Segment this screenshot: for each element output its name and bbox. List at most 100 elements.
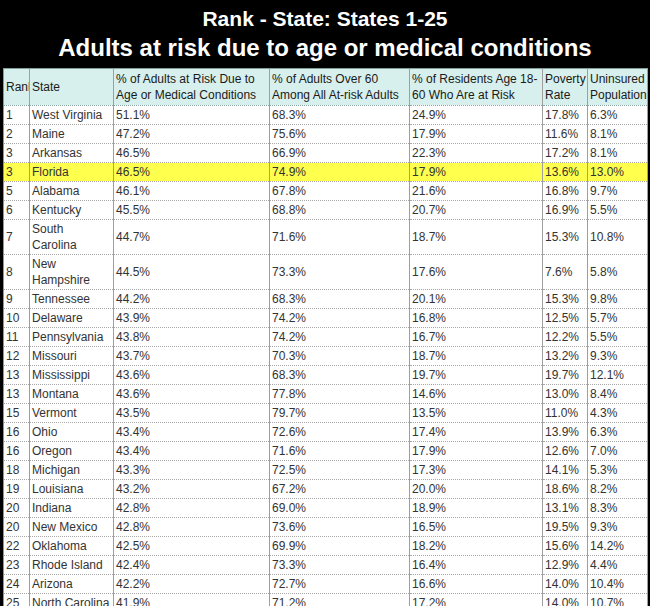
at-risk-cell: 43.9% [114,309,270,328]
state-cell: New Hampshire [30,255,114,290]
age-18-60-cell: 18.9% [410,499,543,518]
rank-cell: 2 [4,125,30,144]
over-60-cell: 71.6% [270,220,410,255]
table-row: 13Mississippi43.6%68.3%19.7%19.7%12.1% [4,366,648,385]
uninsured-cell: 5.5% [588,328,648,347]
over-60-cell: 79.7% [270,404,410,423]
table-row: 13Montana43.6%77.8%14.6%13.0%8.4% [4,385,648,404]
at-risk-cell: 51.1% [114,106,270,125]
uninsured-cell: 9.3% [588,518,648,537]
state-cell: Oregon [30,442,114,461]
state-cell: Louisiana [30,480,114,499]
at-risk-cell: 42.4% [114,556,270,575]
rank-cell: 18 [4,461,30,480]
over-60-cell: 71.6% [270,442,410,461]
uninsured-cell: 4.3% [588,404,648,423]
uninsured-cell: 8.4% [588,385,648,404]
table-row: 10Delaware43.9%74.2%16.8%12.5%5.7% [4,309,648,328]
age-18-60-cell: 16.7% [410,328,543,347]
at-risk-cell: 44.5% [114,255,270,290]
age-18-60-cell: 14.6% [410,385,543,404]
poverty-cell: 14.0% [543,594,588,606]
state-cell: Arkansas [30,144,114,163]
age-18-60-cell: 17.3% [410,461,543,480]
at-risk-cell: 44.7% [114,220,270,255]
rank-cell: 22 [4,537,30,556]
over-60-cell: 68.3% [270,106,410,125]
state-cell: Montana [30,385,114,404]
state-cell: Kentucky [30,201,114,220]
age-18-60-cell: 20.1% [410,290,543,309]
poverty-cell: 12.6% [543,442,588,461]
uninsured-cell: 8.1% [588,125,648,144]
at-risk-cell: 43.4% [114,442,270,461]
uninsured-cell: 8.2% [588,480,648,499]
at-risk-cell: 42.5% [114,537,270,556]
column-header: Poverty Rate [543,69,588,106]
table-row: 6Kentucky45.5%68.8%20.7%16.9%5.5% [4,201,648,220]
table-row: 5Alabama46.1%67.8%21.6%16.8%9.7% [4,182,648,201]
rank-cell: 13 [4,385,30,404]
state-cell: South Carolina [30,220,114,255]
over-60-cell: 68.8% [270,201,410,220]
age-18-60-cell: 18.7% [410,347,543,366]
at-risk-cell: 46.5% [114,163,270,182]
over-60-cell: 74.9% [270,163,410,182]
rank-cell: 10 [4,309,30,328]
at-risk-cell: 46.5% [114,144,270,163]
poverty-cell: 15.6% [543,537,588,556]
age-18-60-cell: 20.7% [410,201,543,220]
state-cell: Delaware [30,309,114,328]
table-sheet: RankState% of Adults at Risk Due to Age … [3,68,647,606]
uninsured-cell: 8.1% [588,144,648,163]
age-18-60-cell: 17.4% [410,423,543,442]
age-18-60-cell: 18.2% [410,537,543,556]
table-row: 12Missouri43.7%70.3%18.7%13.2%9.3% [4,347,648,366]
table-body: 1West Virginia51.1%68.3%24.9%17.8%6.3%2M… [4,106,648,606]
state-cell: Alabama [30,182,114,201]
poverty-cell: 12.9% [543,556,588,575]
poverty-cell: 17.2% [543,144,588,163]
at-risk-cell: 42.8% [114,518,270,537]
uninsured-cell: 9.8% [588,290,648,309]
poverty-cell: 7.6% [543,255,588,290]
rank-cell: 5 [4,182,30,201]
state-cell: Missouri [30,347,114,366]
rank-cell: 13 [4,366,30,385]
rank-cell: 24 [4,575,30,594]
over-60-cell: 72.5% [270,461,410,480]
table-row: 11Pennsylvania43.8%74.2%16.7%12.2%5.5% [4,328,648,347]
over-60-cell: 73.6% [270,518,410,537]
header-row: RankState% of Adults at Risk Due to Age … [4,69,648,106]
age-18-60-cell: 17.6% [410,255,543,290]
over-60-cell: 73.3% [270,255,410,290]
poverty-cell: 15.3% [543,290,588,309]
over-60-cell: 68.3% [270,366,410,385]
poverty-cell: 12.5% [543,309,588,328]
uninsured-cell: 5.3% [588,461,648,480]
uninsured-cell: 7.0% [588,442,648,461]
uninsured-cell: 10.7% [588,594,648,606]
rank-cell: 19 [4,480,30,499]
poverty-cell: 19.7% [543,366,588,385]
poverty-cell: 16.9% [543,201,588,220]
column-header: % of Residents Age 18-60 Who Are at Risk [410,69,543,106]
over-60-cell: 67.8% [270,182,410,201]
column-header: Rank [4,69,30,106]
poverty-cell: 14.1% [543,461,588,480]
over-60-cell: 69.9% [270,537,410,556]
over-60-cell: 71.2% [270,594,410,606]
age-18-60-cell: 24.9% [410,106,543,125]
poverty-cell: 15.3% [543,220,588,255]
poverty-cell: 19.5% [543,518,588,537]
rank-cell: 23 [4,556,30,575]
column-header: % of Adults at Risk Due to Age or Medica… [114,69,270,106]
column-header: State [30,69,114,106]
uninsured-cell: 12.1% [588,366,648,385]
uninsured-cell: 5.5% [588,201,648,220]
poverty-cell: 11.6% [543,125,588,144]
page-title: Rank - State: States 1-25 [0,5,650,32]
age-18-60-cell: 13.5% [410,404,543,423]
state-cell: Arizona [30,575,114,594]
at-risk-cell: 45.5% [114,201,270,220]
